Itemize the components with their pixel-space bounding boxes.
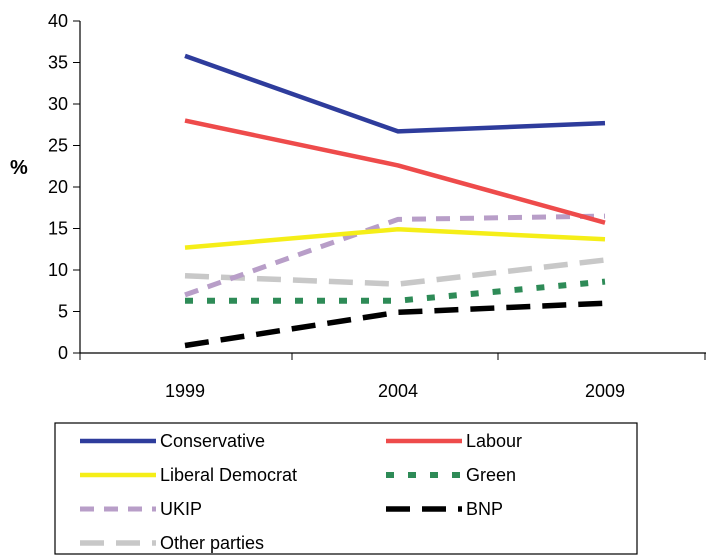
axes (73, 20, 706, 360)
series-line-green (185, 278, 606, 304)
legend-label-bnp: BNP (466, 499, 503, 519)
y-tick-label: 40 (48, 11, 68, 31)
legend-label-other-parties: Other parties (160, 533, 264, 553)
y-tick-label: 5 (58, 302, 68, 322)
series-lines (184, 53, 606, 349)
legend: Conservative Labour Liberal Democrat Green U… (54, 422, 638, 555)
x-tick-label: 1999 (165, 381, 205, 401)
tick-labels: 0 5 10 15 20 25 30 35 40 1999 2004 2009 (48, 11, 625, 401)
series-line-bnp (184, 300, 606, 349)
series-line-conservative (184, 53, 606, 134)
legend-label-ukip: UKIP (160, 499, 202, 519)
y-tick-label: 35 (48, 53, 68, 73)
y-tick-label: 30 (48, 94, 68, 114)
y-tick-label: 25 (48, 136, 68, 156)
legend-label-labour: Labour (466, 431, 522, 451)
series-line-labour (184, 118, 606, 225)
y-tick-label: 15 (48, 219, 68, 239)
y-tick-label: 20 (48, 177, 68, 197)
x-tick-label: 2009 (585, 381, 625, 401)
y-axis-label: % (10, 157, 28, 179)
y-tick-label: 0 (58, 343, 68, 363)
y-tick-label: 10 (48, 260, 68, 280)
legend-label-green: Green (466, 465, 516, 485)
series-line-ukip (184, 213, 606, 298)
x-tick-label: 2004 (378, 381, 418, 401)
series-line-other-parties (184, 257, 606, 287)
legend-box (54, 422, 638, 555)
series-line-liberal-democrat (184, 227, 606, 250)
legend-label-liberal-democrat: Liberal Democrat (160, 465, 297, 485)
legend-label-conservative: Conservative (160, 431, 265, 451)
